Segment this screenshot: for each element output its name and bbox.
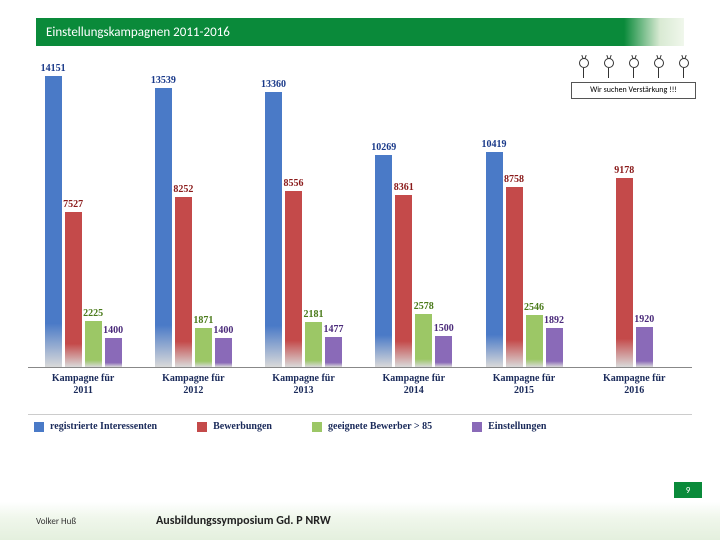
bar-value-label: 10269 <box>371 142 396 153</box>
chart-group: 10269836125781500Kampagne für2014 <box>359 58 469 367</box>
chart-bar: 10269 <box>375 155 392 367</box>
bar-value-label: 1500 <box>434 323 454 334</box>
chart-bar: 1400 <box>105 338 122 367</box>
chart-bar: 2578 <box>415 314 432 367</box>
bar-value-label: 2181 <box>304 309 324 320</box>
chart-bar: 10419 <box>486 152 503 367</box>
legend-label: geeignete Bewerber > 85 <box>328 421 432 432</box>
chart-bar: 9178 <box>616 178 633 367</box>
chart-bar: 1500 <box>435 336 452 367</box>
bar-value-label: 1400 <box>103 325 123 336</box>
x-axis-label: Kampagne für2011 <box>28 373 138 397</box>
legend-swatch <box>34 422 44 432</box>
bar-value-label: 2578 <box>414 301 434 312</box>
chart-bar: 1477 <box>325 337 342 367</box>
bar-value-label: 8361 <box>394 182 414 193</box>
chart-plot: 14151752722251400Kampagne für20111353982… <box>28 58 692 368</box>
chart-bar: 8758 <box>506 187 523 367</box>
bar-value-label: 9178 <box>614 165 634 176</box>
title-bar: Einstellungskampagnen 2011-2016 <box>36 18 684 46</box>
chart-bar: 13360 <box>265 92 282 367</box>
legend-item: registrierte Interessenten <box>34 421 157 432</box>
chart-group: 10419875825461892Kampagne für2015 <box>469 58 579 367</box>
bar-value-label: 7527 <box>63 199 83 210</box>
bar-value-label: 1400 <box>213 325 233 336</box>
footer: Volker Huß Ausbildungssymposium Gd. P NR… <box>0 502 720 540</box>
bar-value-label: 13360 <box>261 79 286 90</box>
footer-author: Volker Huß <box>36 516 156 527</box>
bar-value-label: 8556 <box>284 178 304 189</box>
bar-value-label: 10419 <box>482 139 507 150</box>
chart-bar: 1920 <box>636 327 653 367</box>
chart-group: 13360855621811477Kampagne für2013 <box>248 58 358 367</box>
x-axis-label: Kampagne für2013 <box>248 373 358 397</box>
bar-value-label: 1892 <box>544 315 564 326</box>
bar-value-label: 1477 <box>324 324 344 335</box>
bar-value-label: 1871 <box>193 315 213 326</box>
chart-group: 14151752722251400Kampagne für2011 <box>28 58 138 367</box>
x-axis-label: Kampagne für2014 <box>359 373 469 397</box>
legend-label: registrierte Interessenten <box>50 421 157 432</box>
chart-bar: 7527 <box>65 212 82 367</box>
page-number: 9 <box>674 482 702 498</box>
page-title: Einstellungskampagnen 2011-2016 <box>36 25 230 40</box>
x-axis-label: Kampagne für2012 <box>138 373 248 397</box>
chart: 14151752722251400Kampagne für20111353982… <box>10 58 710 438</box>
chart-group: 91781920Kampagne für2016 <box>579 58 689 367</box>
bar-value-label: 8758 <box>504 174 524 185</box>
chart-bar: 1400 <box>215 338 232 367</box>
bar-value-label: 2225 <box>83 308 103 319</box>
chart-bar: 8556 <box>285 191 302 367</box>
legend-item: Bewerbungen <box>197 421 272 432</box>
chart-bar: 1871 <box>195 328 212 367</box>
footer-title: Ausbildungssymposium Gd. P NRW <box>156 514 331 528</box>
legend-swatch <box>197 422 207 432</box>
chart-bar: 2546 <box>526 315 543 367</box>
chart-bar: 8361 <box>395 195 412 367</box>
legend-swatch <box>312 422 322 432</box>
chart-bar: 14151 <box>45 76 62 368</box>
bar-value-label: 8252 <box>173 184 193 195</box>
chart-bar: 2225 <box>85 321 102 367</box>
bar-value-label: 1920 <box>634 314 654 325</box>
legend-label: Einstellungen <box>488 421 546 432</box>
chart-legend: registrierte Interessenten Bewerbungen gee… <box>28 414 692 438</box>
legend-item: geeignete Bewerber > 85 <box>312 421 432 432</box>
legend-item: Einstellungen <box>472 421 546 432</box>
chart-bar: 1892 <box>546 328 563 367</box>
bar-value-label: 14151 <box>41 63 66 74</box>
x-axis-label: Kampagne für2016 <box>579 373 689 397</box>
chart-bar: 13539 <box>155 88 172 367</box>
legend-swatch <box>472 422 482 432</box>
bar-value-label: 2546 <box>524 302 544 313</box>
chart-bar: 8252 <box>175 197 192 367</box>
legend-label: Bewerbungen <box>213 421 272 432</box>
chart-bar: 2181 <box>305 322 322 367</box>
chart-group: 13539825218711400Kampagne für2012 <box>138 58 248 367</box>
bar-value-label: 13539 <box>151 75 176 86</box>
x-axis-label: Kampagne für2015 <box>469 373 579 397</box>
